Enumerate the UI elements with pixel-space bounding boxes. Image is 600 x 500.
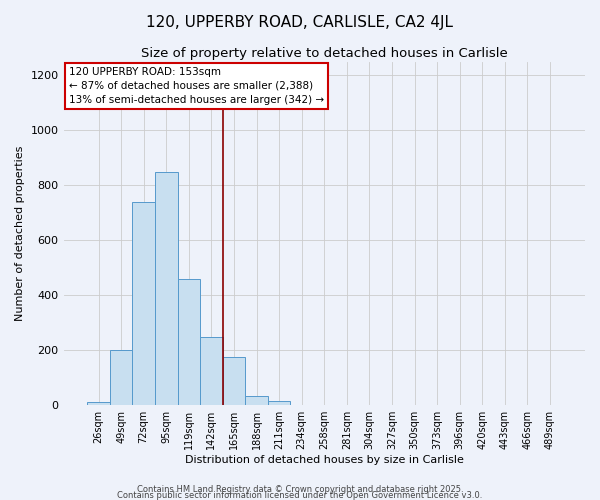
- Text: 120, UPPERBY ROAD, CARLISLE, CA2 4JL: 120, UPPERBY ROAD, CARLISLE, CA2 4JL: [146, 15, 454, 30]
- Title: Size of property relative to detached houses in Carlisle: Size of property relative to detached ho…: [141, 48, 508, 60]
- Bar: [223, 357, 245, 405]
- Bar: [87, 402, 110, 405]
- Text: 120 UPPERBY ROAD: 153sqm
← 87% of detached houses are smaller (2,388)
13% of sem: 120 UPPERBY ROAD: 153sqm ← 87% of detach…: [69, 67, 324, 105]
- Bar: [155, 172, 178, 405]
- X-axis label: Distribution of detached houses by size in Carlisle: Distribution of detached houses by size …: [185, 455, 464, 465]
- Bar: [133, 202, 155, 405]
- Bar: [110, 350, 133, 405]
- Y-axis label: Number of detached properties: Number of detached properties: [15, 146, 25, 321]
- Bar: [245, 396, 268, 405]
- Bar: [200, 336, 223, 405]
- Bar: [268, 401, 290, 405]
- Text: Contains public sector information licensed under the Open Government Licence v3: Contains public sector information licen…: [118, 492, 482, 500]
- Text: Contains HM Land Registry data © Crown copyright and database right 2025.: Contains HM Land Registry data © Crown c…: [137, 486, 463, 494]
- Bar: [178, 279, 200, 405]
